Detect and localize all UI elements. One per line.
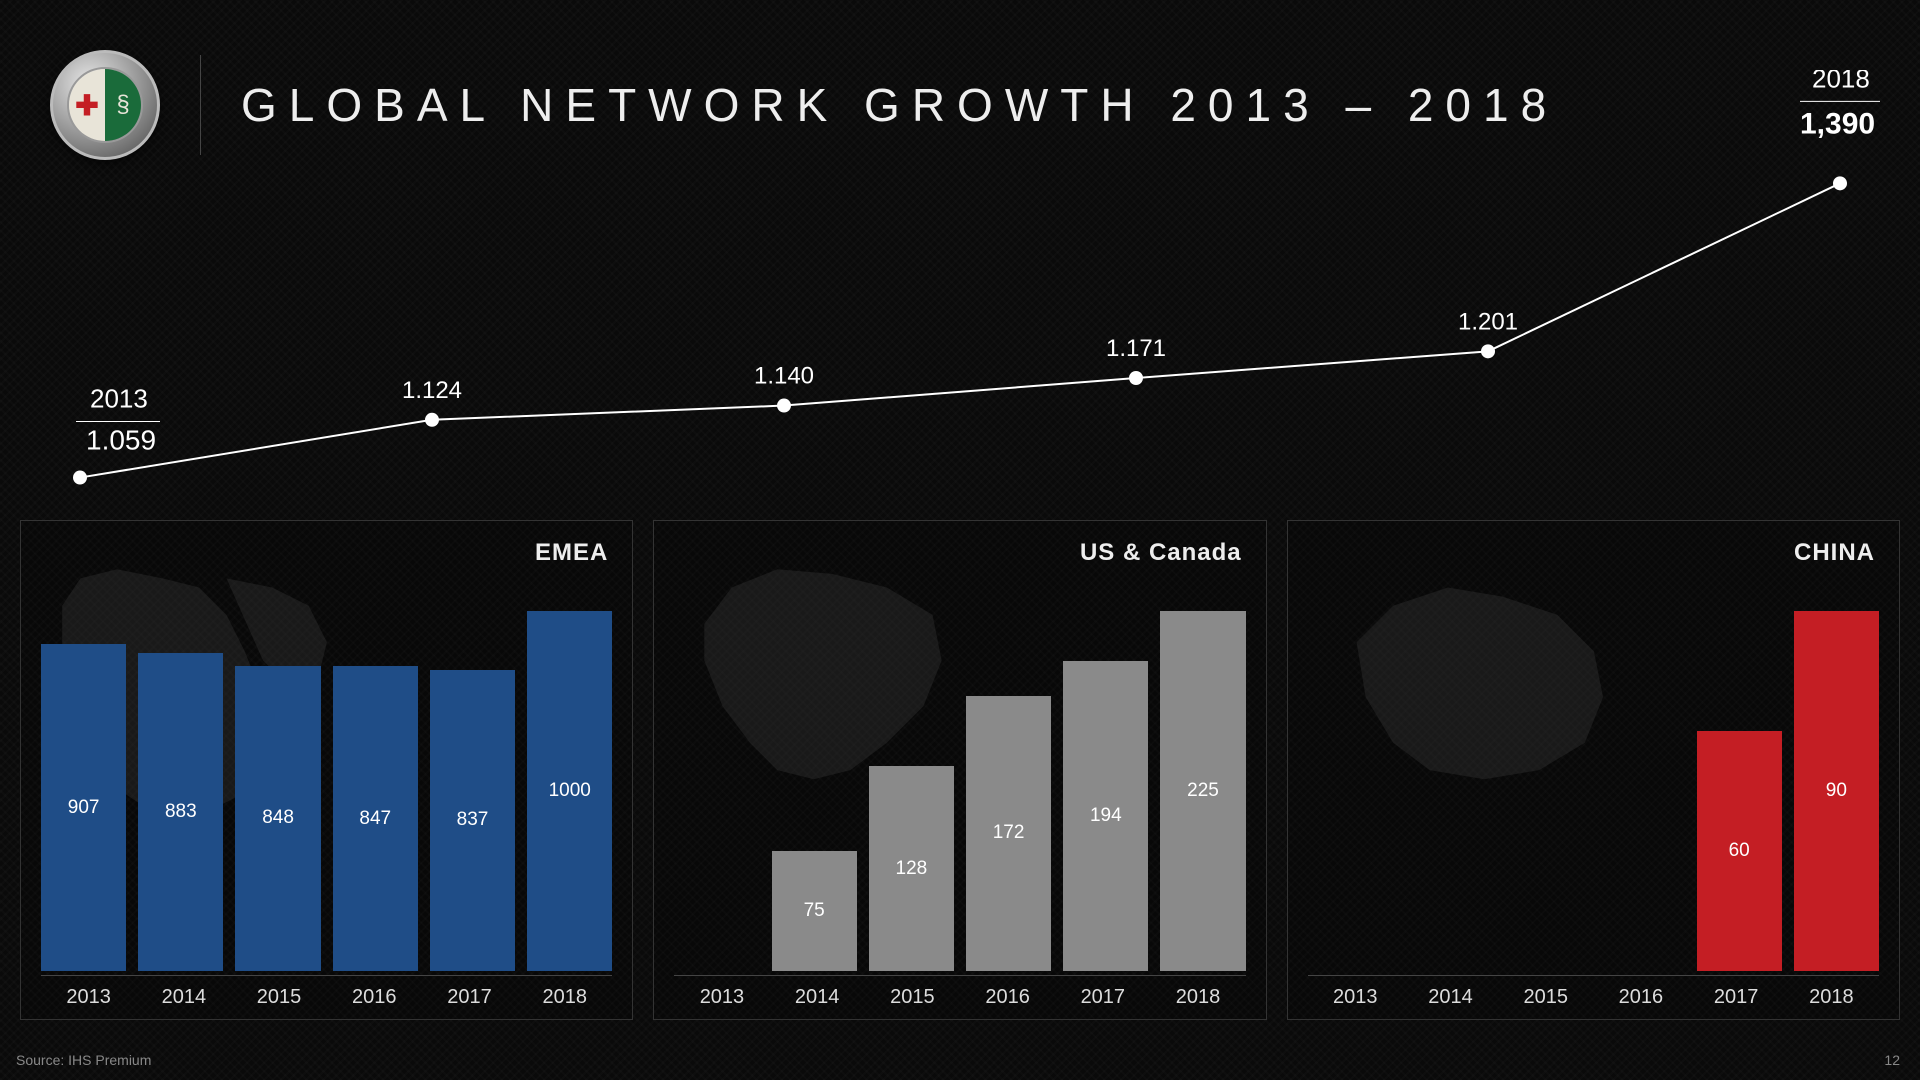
bar-column: 172 [966,696,1051,971]
x-axis-label: 2013 [677,986,767,1009]
bar-value-label: 225 [1187,780,1219,802]
bar: 848 [235,666,320,971]
bar: 194 [1063,661,1148,971]
x-axis: 20132014 2015201620172018 [1308,975,1879,1009]
line-chart-svg: 2013 1.059 1.124 1.140 1.171 1.201 2018 1,390 [40,70,1880,550]
bar-column: 837 [430,670,515,971]
bar-value-label: 1000 [549,780,591,802]
bar: 225 [1160,611,1245,971]
bar-group: 75 128 172 194 225 [674,561,1245,971]
line-start-value: 1.059 [86,425,156,456]
x-axis-label: 2016 [1596,986,1686,1009]
x-axis-label: 2013 [1310,986,1400,1009]
bar-group: 60 90 [1308,561,1879,971]
bar: 1000 [527,611,612,971]
bar: 883 [138,653,223,971]
x-axis-label: 2018 [520,986,610,1009]
x-axis-label: 2017 [1058,986,1148,1009]
line-marker [1129,371,1143,385]
region-panels: EMEA907883848847837100020132014201520162… [20,520,1900,1020]
line-marker [1481,344,1495,358]
x-axis-label: 2018 [1153,986,1243,1009]
line-path [80,183,1840,477]
bar-value-label: 172 [993,822,1025,844]
bar: 837 [430,670,515,971]
bar-value-label: 883 [165,801,197,823]
line-marker [1833,176,1847,190]
line-value-label: 1.140 [754,363,814,390]
line-value-label: 1.171 [1106,335,1166,362]
footer-source: Source: IHS Premium [16,1052,151,1068]
bar: 90 [1794,611,1879,971]
bar-value-label: 194 [1090,805,1122,827]
line-end-year: 2018 [1812,70,1870,93]
x-axis-label: 2015 [1501,986,1591,1009]
region-panel: EMEA907883848847837100020132014201520162… [20,520,633,1020]
bar-value-label: 75 [804,900,825,922]
line-marker [73,471,87,485]
x-axis-label: 2016 [329,986,419,1009]
bar: 75 [772,851,857,971]
bar-column: 75 [772,851,857,971]
bar-value-label: 90 [1826,780,1847,802]
bar: 172 [966,696,1051,971]
x-axis-label: 2018 [1786,986,1876,1009]
line-start-year: 2013 [90,384,148,414]
bar: 907 [41,644,126,971]
x-axis: 201320142015 201620172018 [674,975,1245,1009]
x-axis-label: 2015 [867,986,957,1009]
bar-value-label: 128 [896,858,928,880]
bar-value-label: 907 [68,797,100,819]
bar-value-label: 60 [1729,840,1750,862]
x-axis-label: 2017 [1691,986,1781,1009]
line-marker [425,413,439,427]
bar-column: 847 [333,666,418,971]
x-axis-label: 2014 [772,986,862,1009]
bar-column: 194 [1063,661,1148,971]
bar-column: 128 [869,766,954,971]
bar-group: 907 883 848 847 837 1000 [41,561,612,971]
bar-column: 1000 [527,611,612,971]
bar: 128 [869,766,954,971]
region-panel: CHINA6090201320142015201620172018 [1287,520,1900,1020]
x-axis-label: 2014 [1405,986,1495,1009]
bar: 60 [1697,731,1782,971]
x-axis-label: 2013 [44,986,134,1009]
bar-value-label: 837 [457,809,489,831]
x-axis-label: 2017 [424,986,514,1009]
global-line-chart: 2013 1.059 1.124 1.140 1.171 1.201 2018 1,390 [40,70,1880,550]
bar-column: 225 [1160,611,1245,971]
x-axis-label: 2014 [139,986,229,1009]
bar-value-label: 847 [359,808,391,830]
footer-page-number: 12 [1884,1052,1900,1068]
bar-column: 60 [1697,731,1782,971]
bar: 847 [333,666,418,971]
line-value-label: 1.201 [1458,308,1518,335]
bar-value-label: 848 [262,807,294,829]
line-marker [777,399,791,413]
line-end-value: 1,390 [1800,107,1875,140]
x-axis-label: 2016 [963,986,1053,1009]
bar-column: 907 [41,644,126,971]
bar-column: 883 [138,653,223,971]
region-panel: US & Canada75128172194225201320142015201… [653,520,1266,1020]
line-value-label: 1.124 [402,377,462,404]
bar-column: 848 [235,666,320,971]
x-axis: 20132014201520162017 2018 [41,975,612,1009]
bar-column: 90 [1794,611,1879,971]
x-axis-label: 2015 [234,986,324,1009]
